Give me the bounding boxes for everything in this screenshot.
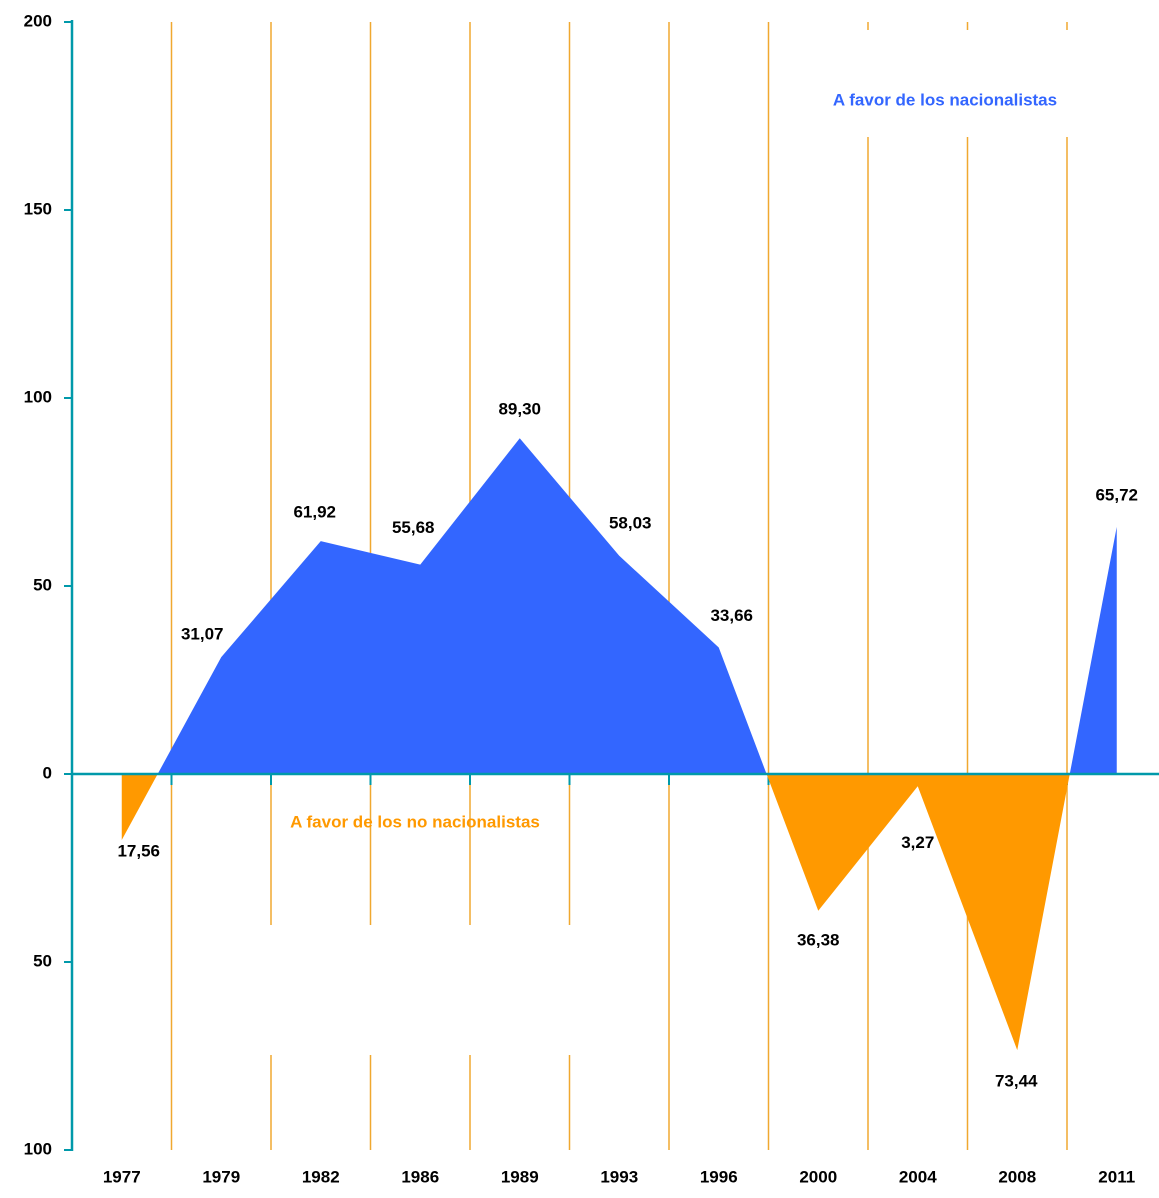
value-label: 73,44 — [995, 1072, 1038, 1091]
y-tick-label: 200 — [24, 11, 52, 30]
y-tick-label: 150 — [24, 199, 52, 218]
value-label: 65,72 — [1095, 485, 1138, 504]
value-label: 58,03 — [609, 513, 652, 532]
value-label: 89,30 — [498, 400, 541, 419]
value-label: 36,38 — [797, 930, 840, 949]
value-label: 3,27 — [901, 833, 934, 852]
x-tick-label: 1996 — [700, 1167, 738, 1186]
y-tick-label: 50 — [33, 575, 52, 594]
x-tick-label: 1977 — [103, 1167, 141, 1186]
x-tick-label: 2004 — [899, 1167, 937, 1186]
y-tick-label: 50 — [33, 951, 52, 970]
x-tick-label: 2008 — [998, 1167, 1036, 1186]
x-tick-label: 2000 — [799, 1167, 837, 1186]
y-tick-label: 100 — [24, 1139, 52, 1158]
y-tick-label: 0 — [43, 763, 52, 782]
x-tick-label: 1993 — [600, 1167, 638, 1186]
annotation-gap — [820, 30, 1120, 137]
x-tick-label: 1979 — [202, 1167, 240, 1186]
annotation: A favor de los nacionalistas — [833, 90, 1057, 109]
value-label: 17,56 — [117, 842, 160, 861]
annotation: A favor de los no nacionalistas — [290, 812, 540, 831]
x-tick-label: 1989 — [501, 1167, 539, 1186]
value-label: 61,92 — [293, 503, 336, 522]
value-label: 31,07 — [181, 625, 224, 644]
x-tick-label: 2011 — [1098, 1167, 1135, 1186]
value-label: 55,68 — [392, 518, 435, 537]
x-tick-label: 1982 — [302, 1167, 340, 1186]
y-tick-label: 100 — [24, 387, 52, 406]
area — [121, 438, 1117, 1051]
value-label: 33,66 — [710, 606, 753, 625]
annotation-gap — [230, 925, 600, 1055]
x-tick-label: 1986 — [401, 1167, 439, 1186]
